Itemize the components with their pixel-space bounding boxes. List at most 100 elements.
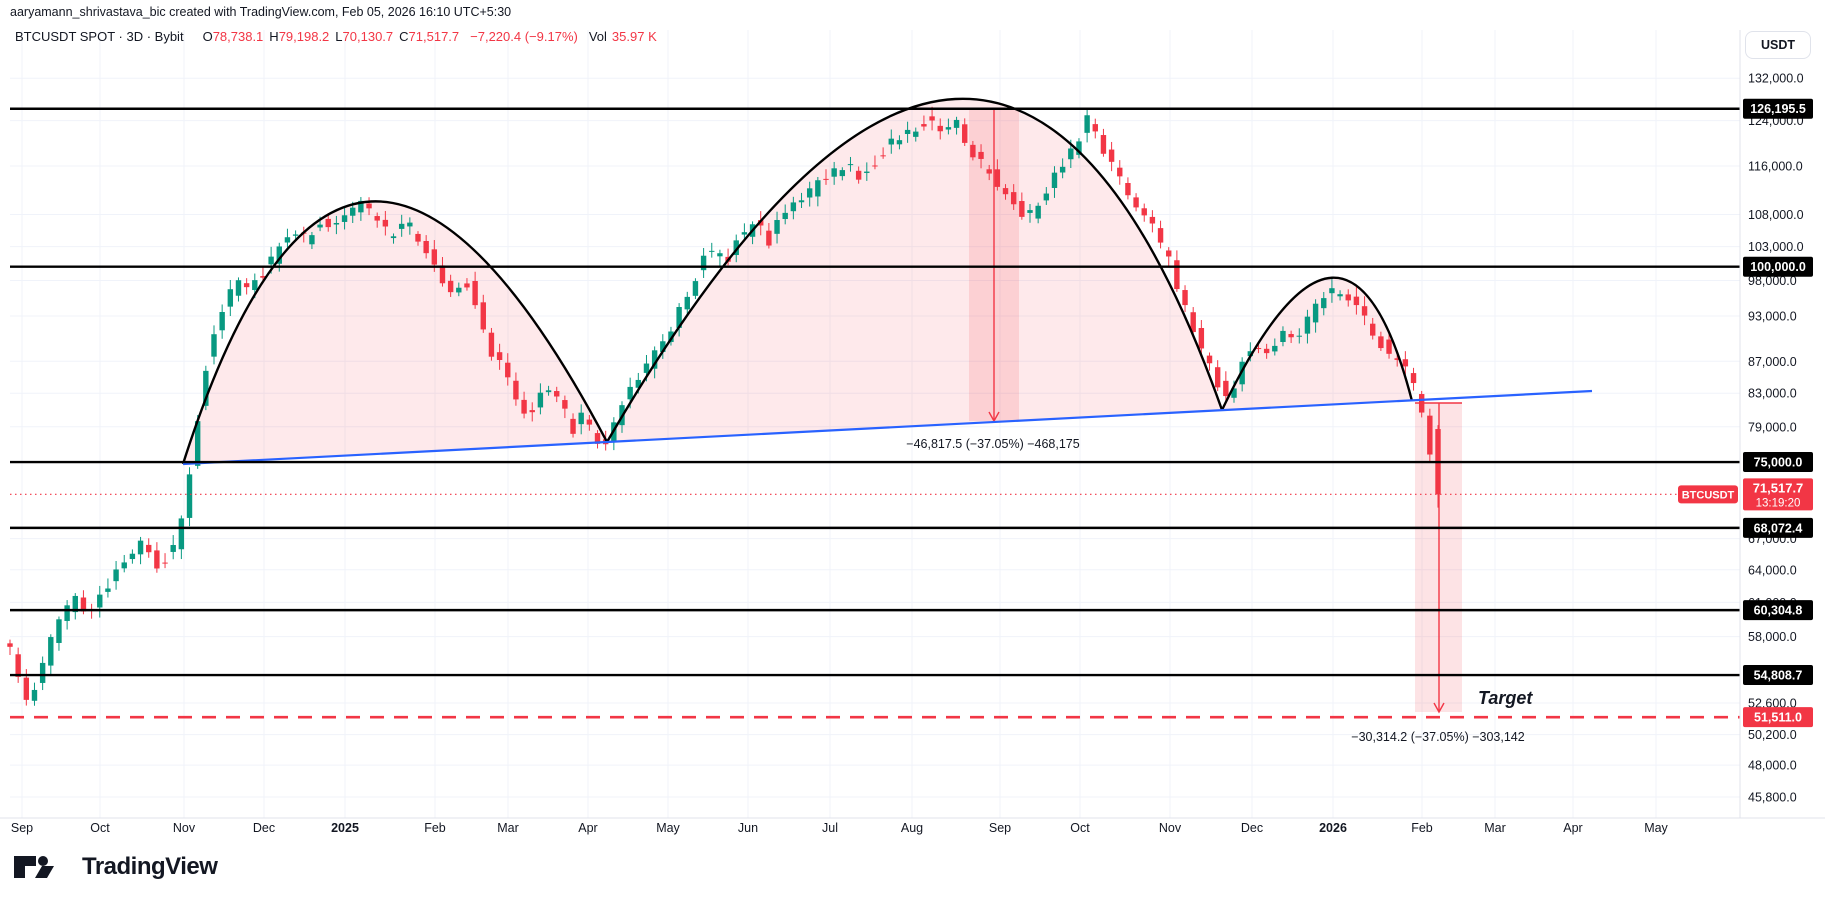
candle bbox=[276, 246, 282, 264]
time-axis-label: Jul bbox=[822, 821, 838, 835]
candle bbox=[1010, 192, 1017, 205]
candle bbox=[554, 391, 560, 397]
candle bbox=[733, 240, 739, 256]
candle bbox=[1353, 296, 1360, 306]
time-axis-label: Feb bbox=[1411, 821, 1433, 835]
candle bbox=[978, 151, 984, 159]
candle bbox=[170, 545, 176, 552]
tradingview-branding[interactable]: TradingView bbox=[12, 852, 218, 882]
candle bbox=[292, 234, 299, 236]
time-axis-label: Dec bbox=[1241, 821, 1263, 835]
candle bbox=[962, 124, 968, 143]
svg-text:100,000.0: 100,000.0 bbox=[1750, 260, 1806, 274]
ohlc-key: C bbox=[399, 29, 409, 44]
candle bbox=[464, 283, 470, 288]
candle bbox=[823, 178, 829, 180]
candle bbox=[888, 138, 894, 145]
candle bbox=[154, 550, 160, 569]
candle bbox=[1312, 303, 1319, 323]
price-axis-label: 64,000.0 bbox=[1748, 563, 1797, 577]
volume-value: 35.97 K bbox=[611, 29, 657, 44]
candle bbox=[1304, 316, 1311, 334]
target-price-badge bbox=[1743, 707, 1813, 728]
candle bbox=[815, 180, 821, 197]
candle bbox=[72, 595, 78, 613]
time-axis-label: Feb bbox=[424, 821, 446, 835]
candle bbox=[1133, 197, 1139, 208]
candle bbox=[333, 222, 340, 225]
last-price-badge bbox=[1743, 478, 1813, 511]
symbol-price-label bbox=[1678, 485, 1738, 504]
candle bbox=[129, 553, 136, 560]
ohlc-value: 79,198.2 bbox=[278, 29, 330, 44]
candle bbox=[937, 125, 943, 132]
candle bbox=[374, 216, 380, 221]
candle bbox=[929, 116, 935, 121]
price-axis-label: 79,000.0 bbox=[1748, 420, 1797, 434]
candle bbox=[643, 363, 650, 373]
candle bbox=[1035, 205, 1041, 219]
price-level-badge bbox=[1743, 517, 1813, 538]
candle bbox=[1141, 208, 1147, 216]
candle bbox=[350, 207, 356, 216]
candle bbox=[668, 331, 674, 343]
candle bbox=[366, 203, 372, 209]
grid bbox=[10, 30, 1740, 818]
candle bbox=[447, 280, 454, 293]
symbol-info-bar[interactable]: BTCUSDT SPOT · 3D · Bybit O78,738.1 H79,1… bbox=[15, 29, 657, 44]
candle bbox=[390, 236, 397, 239]
ohlc-key: O bbox=[202, 29, 213, 44]
target-annotation[interactable]: Target bbox=[1478, 688, 1533, 708]
candle bbox=[1100, 135, 1107, 154]
candle bbox=[1288, 334, 1294, 338]
candle bbox=[496, 352, 503, 360]
time-axis[interactable]: Sep Oct Nov Dec 2025 Feb Mar Apr May Jun Jul Aug Sep… bbox=[11, 821, 1669, 835]
candle bbox=[382, 219, 389, 227]
candle bbox=[1263, 348, 1270, 354]
candle bbox=[904, 129, 911, 134]
candle bbox=[1206, 355, 1213, 364]
candle bbox=[660, 341, 666, 352]
change-value: −7,220.4 (−9.17%) bbox=[470, 29, 578, 44]
price-axis-label: 45,800.0 bbox=[1748, 790, 1797, 804]
candle bbox=[594, 433, 601, 444]
candle bbox=[1043, 193, 1050, 201]
svg-text:51,511.0: 51,511.0 bbox=[1754, 711, 1802, 725]
candle bbox=[790, 202, 797, 212]
price-levels bbox=[10, 107, 1740, 677]
candle bbox=[635, 379, 642, 388]
price-axis-label: 93,000.0 bbox=[1748, 309, 1797, 323]
price-axis-label: 50,200.0 bbox=[1748, 728, 1797, 742]
candle bbox=[1361, 306, 1368, 316]
candle bbox=[325, 218, 331, 228]
candle bbox=[439, 265, 446, 284]
svg-text:54,808.7: 54,808.7 bbox=[1754, 669, 1803, 683]
candle bbox=[105, 588, 111, 592]
candle bbox=[806, 188, 813, 198]
time-axis-label: 2026 bbox=[1319, 821, 1347, 835]
price-level-badge bbox=[1743, 665, 1813, 686]
price-axis[interactable]: 132,000.0124,000.0116,000.0108,000.0103,… bbox=[0, 30, 1825, 819]
price-level-badge bbox=[1743, 600, 1813, 621]
ohlc-values: O78,738.1 H79,198.2 L70,130.7 C71,517.7 bbox=[197, 29, 460, 44]
candle bbox=[407, 222, 413, 227]
price-axis-label: 83,000.0 bbox=[1748, 387, 1797, 401]
candle bbox=[798, 200, 805, 203]
candle bbox=[1329, 288, 1335, 294]
price-axis-label: 87,000.0 bbox=[1748, 355, 1797, 369]
candle bbox=[398, 223, 405, 229]
currency-button[interactable]: USDT bbox=[1745, 31, 1811, 59]
ohlc-value: 78,738.1 bbox=[212, 29, 264, 44]
time-axis-label: Oct bbox=[90, 821, 110, 835]
candle bbox=[953, 119, 960, 128]
candle bbox=[1402, 359, 1409, 367]
price-axis-label: 58,000.0 bbox=[1748, 630, 1797, 644]
candle bbox=[717, 253, 723, 257]
candle bbox=[162, 562, 168, 564]
symbol-title[interactable]: BTCUSDT SPOT · 3D · Bybit bbox=[15, 29, 184, 44]
candle bbox=[31, 689, 38, 701]
neckline-trendline[interactable] bbox=[182, 389, 1593, 466]
candle bbox=[570, 418, 576, 434]
price-axis-label: 52,600.0 bbox=[1748, 696, 1797, 710]
